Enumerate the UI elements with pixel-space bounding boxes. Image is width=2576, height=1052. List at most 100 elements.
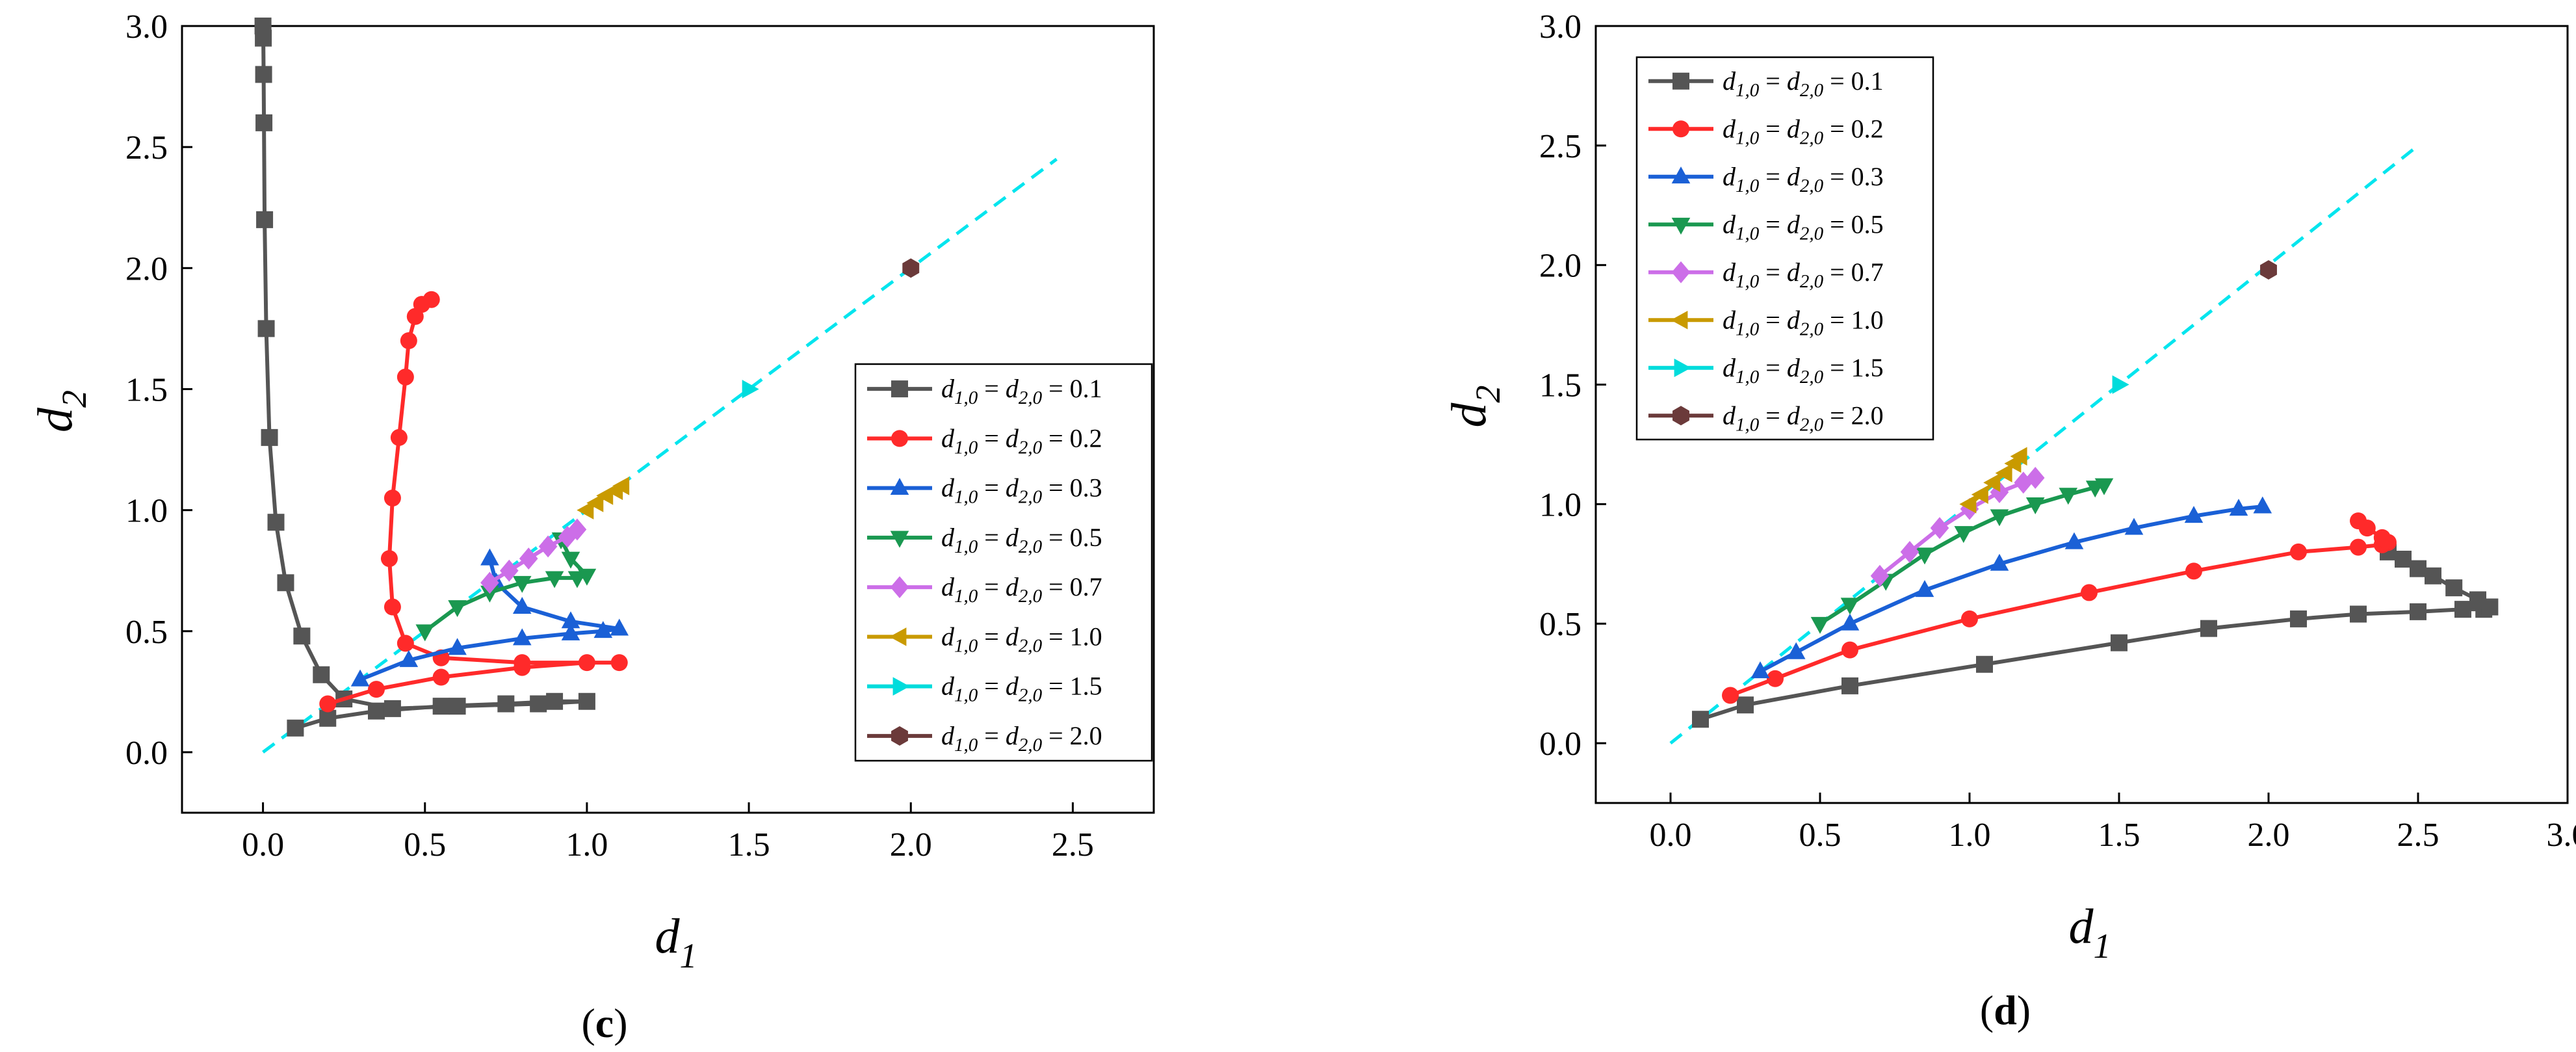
data-point — [577, 568, 597, 586]
data-point — [480, 585, 499, 603]
data-point — [561, 623, 580, 640]
data-point — [530, 695, 547, 713]
data-point — [293, 627, 311, 645]
y-tick-label: 2.0 — [125, 250, 168, 287]
series-line — [1700, 550, 2492, 722]
series-2 — [1722, 512, 2397, 704]
data-point — [2373, 529, 2391, 546]
legend-item: d1,0 = d2,0 = 0.1 — [1648, 66, 1884, 101]
data-point — [561, 551, 580, 569]
data-point — [267, 514, 285, 531]
data-point — [2290, 610, 2307, 627]
data-point — [500, 559, 519, 582]
data-point — [319, 695, 337, 713]
legend-label: d1,0 = d2,0 = 0.3 — [1723, 162, 1884, 196]
legend-swatch-marker — [1672, 406, 1689, 426]
legend-swatch-marker — [1671, 261, 1691, 283]
chart-panel-c: 0.0 0.5 1.0 1.5 2.0 2.5 0.0 0.5 1.0 1.5 2.0 2.5 3.0 d… — [28, 8, 1155, 1046]
legend-label: d1,0 = d2,0 = 0.7 — [941, 572, 1102, 607]
data-point — [497, 695, 515, 713]
data-point — [2025, 467, 2045, 489]
data-point — [578, 692, 595, 710]
legend-swatch-marker — [890, 531, 909, 548]
data-point — [432, 698, 450, 715]
legend-label: d1,0 = d2,0 = 0.1 — [1723, 66, 1884, 101]
legend-label: d1,0 = d2,0 = 2.0 — [1723, 401, 1884, 435]
legend-swatch-marker — [1671, 217, 1691, 235]
data-point — [399, 650, 419, 667]
data-point — [1971, 485, 1988, 504]
x-tick-label: 2.5 — [1052, 826, 1094, 863]
data-point — [1976, 655, 1993, 673]
data-point — [2200, 620, 2217, 637]
data-point — [2081, 584, 2098, 601]
y-tick-label: 0.0 — [125, 735, 168, 772]
data-point — [545, 571, 564, 588]
legend-label: d1,0 = d2,0 = 1.0 — [1723, 305, 1884, 339]
legend-item: d1,0 = d2,0 = 0.5 — [1648, 209, 1884, 244]
data-point — [512, 628, 532, 646]
legend-swatch-marker — [891, 726, 908, 746]
data-point — [1961, 610, 1978, 627]
data-point — [2014, 471, 2033, 494]
legend-swatch-marker — [889, 627, 907, 646]
data-point — [384, 490, 401, 506]
series-8 — [902, 258, 920, 278]
data-point — [2410, 560, 2426, 577]
data-point — [2112, 375, 2129, 394]
panel-label: (c) — [581, 1000, 627, 1046]
y-axis-label: d — [28, 407, 83, 432]
data-point — [397, 368, 414, 386]
data-point — [1767, 670, 1784, 687]
legend-item: d1,0 = d2,0 = 0.3 — [867, 473, 1102, 508]
data-point — [1840, 613, 1860, 631]
x-tick-label: 1.5 — [2098, 817, 2140, 854]
data-point — [2253, 496, 2272, 514]
legend: d1,0 = d2,0 = 0.1 d1,0 = d2,0 = 0.2 d1,0 =… — [1635, 56, 1934, 441]
legend-swatch-marker — [1671, 310, 1688, 330]
data-point — [610, 618, 629, 636]
data-point — [287, 719, 304, 737]
data-point — [2350, 605, 2367, 623]
data-point — [2425, 567, 2441, 585]
legend-swatch-marker — [890, 478, 909, 495]
y-axis-label: d — [1442, 402, 1496, 428]
legend-swatch-marker — [1674, 358, 1691, 378]
legend-label: d1,0 = d2,0 = 0.1 — [941, 374, 1102, 408]
legend-item: d1,0 = d2,0 = 1.5 — [867, 672, 1102, 706]
series-6 — [1959, 447, 2027, 514]
data-point — [368, 681, 385, 698]
data-point — [538, 535, 558, 558]
data-point — [2290, 543, 2307, 560]
y-tick-label: 2.0 — [1539, 248, 1581, 285]
data-point — [1995, 464, 2012, 482]
legend-item: d1,0 = d2,0 = 0.2 — [1648, 114, 1884, 148]
y-tick-label: 2.5 — [1539, 128, 1581, 165]
data-point — [1959, 495, 1977, 514]
data-point — [255, 114, 273, 131]
y-tick-label: 3.0 — [1539, 8, 1581, 46]
legend-swatch-marker — [891, 380, 908, 398]
data-point — [319, 709, 337, 727]
data-point — [449, 698, 466, 715]
plot-frame — [181, 25, 1155, 814]
legend-item: d1,0 = d2,0 = 0.5 — [867, 523, 1102, 557]
series-2 — [319, 291, 628, 713]
y-tick-label: 2.5 — [125, 129, 168, 166]
data-point — [1915, 580, 1934, 598]
data-point — [277, 574, 294, 592]
data-point — [1990, 509, 2009, 527]
legend-box — [1635, 56, 1934, 441]
legend-label: d1,0 = d2,0 = 0.5 — [1723, 209, 1884, 244]
data-point — [400, 332, 417, 349]
data-point — [1692, 711, 1709, 728]
data-point — [480, 572, 499, 594]
legend-item: d1,0 = d2,0 = 1.0 — [867, 622, 1102, 656]
data-point — [561, 611, 580, 629]
data-point — [2059, 488, 2078, 505]
legend-item: d1,0 = d2,0 = 0.1 — [867, 374, 1102, 408]
data-point — [1841, 641, 1858, 659]
legend-swatch-marker — [890, 576, 909, 599]
legend-label: d1,0 = d2,0 = 1.5 — [941, 672, 1102, 706]
data-point — [2094, 478, 2114, 495]
